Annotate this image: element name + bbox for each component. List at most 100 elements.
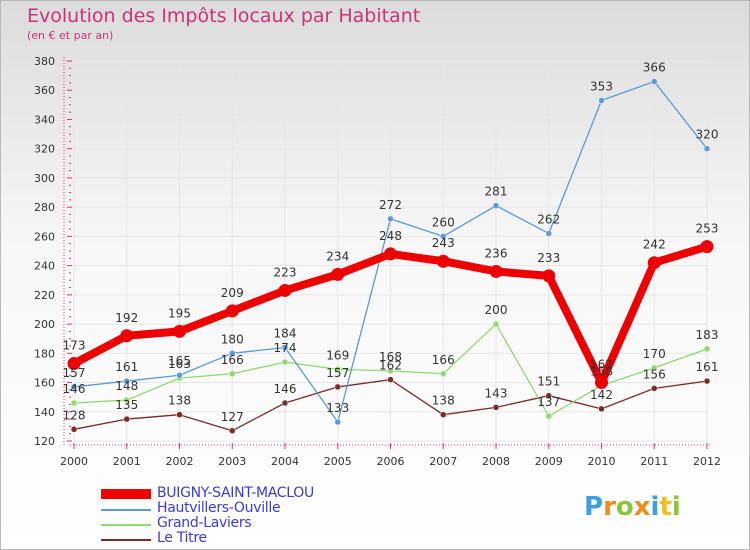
data-label: 151	[537, 375, 560, 389]
data-point-2	[545, 412, 552, 420]
data-point-0	[67, 357, 81, 371]
data-point-2	[703, 345, 711, 353]
x-tick-label: 2005	[324, 455, 352, 468]
data-point-1	[70, 383, 78, 391]
logo-letter: x	[633, 492, 651, 522]
data-label: 128	[63, 408, 86, 422]
data-point-1	[229, 350, 236, 357]
data-label: 163	[168, 357, 191, 371]
data-point-1	[387, 215, 394, 223]
data-label: 148	[115, 379, 138, 393]
data-point-0	[120, 329, 134, 343]
data-point-3	[334, 383, 341, 391]
data-label: 158	[590, 364, 613, 378]
data-label: 161	[115, 360, 138, 374]
data-label: 166	[221, 353, 244, 367]
chart-subtitle: (en € et par an)	[27, 29, 114, 42]
data-label: 236	[485, 246, 508, 260]
y-axis-ticks: 120 140 160 180 200 220 240 260 280 300 320 340 360 3…	[34, 55, 72, 448]
data-label: 281	[485, 185, 508, 199]
proxiti-logo: Proxiti	[584, 492, 681, 522]
y-tick-label: 280	[34, 201, 55, 214]
logo-letter: r	[603, 492, 616, 522]
x-tick-label: 2002	[166, 455, 194, 468]
data-point-1	[440, 233, 447, 240]
data-point-1	[492, 202, 500, 209]
data-label: 157	[326, 366, 349, 380]
data-point-0	[384, 247, 397, 261]
y-tick-label: 220	[34, 289, 55, 302]
data-point-0	[436, 254, 450, 268]
y-tick-label: 240	[34, 260, 55, 273]
data-label: 262	[537, 212, 560, 226]
data-point-0	[595, 376, 608, 390]
legend-swatch-le-titre	[101, 539, 151, 541]
data-label: 146	[63, 382, 86, 396]
data-point-1	[545, 230, 552, 237]
data-label: 161	[696, 360, 719, 374]
data-label: 156	[643, 367, 666, 381]
data-point-1	[334, 418, 341, 426]
data-label: 146	[274, 382, 297, 396]
legend-swatch-hautvillers	[101, 509, 151, 511]
data-point-3	[440, 411, 447, 418]
data-point-0	[700, 240, 714, 254]
data-label: 253	[696, 222, 719, 236]
data-point-2	[651, 364, 658, 372]
data-label: 184	[274, 326, 297, 340]
data-label: 133	[326, 401, 349, 415]
legend-swatch-buigny	[101, 489, 151, 499]
data-label: 180	[221, 332, 244, 346]
data-label: 353	[590, 79, 613, 93]
y-tick-label: 360	[34, 84, 55, 97]
logo-letter: t	[659, 492, 672, 522]
x-tick-label: 2011	[640, 455, 668, 468]
data-point-1	[281, 344, 289, 351]
data-label: 168	[379, 350, 402, 364]
logo-letter: P	[584, 492, 604, 522]
data-label: 223	[274, 265, 297, 279]
data-point-0	[542, 269, 556, 283]
data-point-2	[387, 367, 394, 375]
data-label: 165	[168, 354, 191, 368]
data-point-2	[334, 366, 341, 373]
data-label: 174	[274, 341, 297, 355]
data-label: 242	[643, 238, 666, 252]
y-tick-label: 340	[34, 113, 55, 126]
data-point-3	[598, 405, 605, 413]
data-label: 209	[221, 286, 244, 300]
data-label: 183	[696, 328, 719, 342]
y-tick-label: 120	[34, 435, 55, 448]
data-point-3	[176, 411, 183, 418]
data-label: 243	[432, 236, 455, 250]
x-tick-label: 2006	[377, 455, 405, 468]
data-label: 366	[643, 60, 666, 74]
data-point-2	[229, 370, 236, 378]
logo-letter: i	[650, 492, 660, 522]
x-tick-label: 2009	[535, 455, 563, 468]
y-tick-label: 320	[34, 143, 55, 156]
x-tick-label: 2001	[113, 455, 141, 468]
logo-letter: o	[615, 492, 634, 522]
y-tick-label: 300	[34, 172, 55, 185]
data-label: 127	[221, 410, 244, 424]
data-point-0	[278, 283, 292, 297]
data-label: 162	[590, 358, 613, 372]
x-tick-label: 2003	[218, 455, 246, 468]
legend-label-le-titre: Le Titre	[157, 530, 207, 546]
y-tick-label: 380	[34, 55, 55, 68]
data-point-1	[651, 78, 658, 85]
data-point-1	[598, 97, 605, 104]
data-point-1	[123, 377, 130, 385]
data-point-0	[647, 256, 661, 270]
data-label: 272	[379, 198, 402, 212]
data-label: 195	[168, 306, 191, 320]
x-tick-label: 2008	[482, 455, 510, 468]
x-tick-label: 2012	[693, 455, 721, 468]
data-label: 248	[379, 229, 402, 243]
data-label: 200	[485, 303, 508, 317]
legend-label-grand-laviers: Grand-Laviers	[157, 515, 252, 531]
x-tick-label: 2007	[429, 455, 457, 468]
data-point-3	[70, 426, 78, 433]
